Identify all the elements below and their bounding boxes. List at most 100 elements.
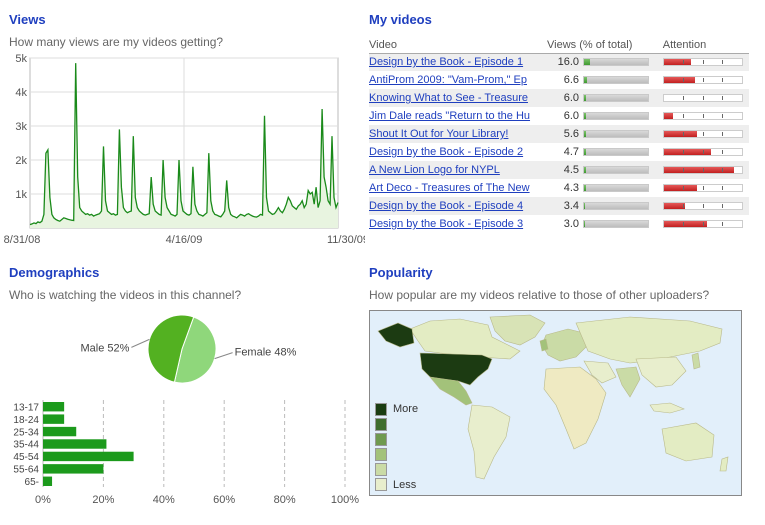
video-title-link[interactable]: AntiProm 2009: "Vam-Prom," Ep <box>369 74 527 86</box>
video-views-value: 4.7 <box>563 146 579 158</box>
age-bar[interactable] <box>43 451 134 462</box>
video-views-value: 6.0 <box>563 110 579 122</box>
views-y-tick-label: 5k <box>15 53 27 65</box>
age-bar[interactable] <box>43 439 107 449</box>
video-title-cell: Shout It Out for Your Library! <box>369 125 547 143</box>
views-share-fill <box>584 131 587 137</box>
age-x-tick-label: 80% <box>274 494 296 506</box>
attention-tick <box>702 168 704 172</box>
views-share-bar <box>583 220 649 228</box>
world-map[interactable]: More Less <box>369 310 742 496</box>
views-area <box>30 63 338 228</box>
video-title-link[interactable]: Art Deco - Treasures of The New <box>369 182 530 194</box>
age-bar[interactable] <box>43 414 65 424</box>
views-subtitle: How many views are my videos getting? <box>9 35 224 49</box>
column-header-views: Views (% of total) <box>547 38 663 54</box>
video-title-cell: Design by the Book - Episode 4 <box>369 197 547 215</box>
video-title-cell: Jim Dale reads "Return to the Hu <box>369 107 547 125</box>
video-views-value: 4.5 <box>547 161 583 179</box>
demographics-panel: Demographics Who is watching the videos … <box>9 265 359 302</box>
attention-bar <box>662 58 743 67</box>
popularity-title: Popularity <box>369 265 433 280</box>
attention-fill <box>663 59 692 66</box>
views-y-tick-label: 3k <box>15 121 27 133</box>
attention-bar <box>662 202 743 210</box>
video-row: Shout It Out for Your Library! 5.6 <box>369 125 749 143</box>
video-row: Knowing What to See - Treasure 6.0 <box>369 89 749 107</box>
video-attention-cell <box>662 143 749 161</box>
video-views-value: 3.4 <box>547 197 583 215</box>
video-title-cell: AntiProm 2009: "Vam-Prom," Ep <box>369 71 547 89</box>
views-share-fill <box>584 221 586 227</box>
video-views-value: 6.0 <box>547 89 583 107</box>
age-x-tick-label: 0% <box>35 494 51 506</box>
legend-less-label: Less <box>393 479 417 491</box>
video-title-link[interactable]: A New Lion Logo for NYPL <box>369 164 500 176</box>
attention-tick <box>722 222 724 226</box>
video-title-link[interactable]: Shout It Out for Your Library! <box>369 128 509 140</box>
age-bar[interactable] <box>43 402 65 412</box>
age-category-label: 35-44 <box>13 440 39 451</box>
attention-bar <box>662 76 743 84</box>
popularity-subtitle: How popular are my videos relative to th… <box>369 288 710 302</box>
attention-tick <box>702 222 704 226</box>
legend-swatch <box>375 403 387 416</box>
video-views-bar-cell <box>583 53 663 71</box>
views-share-fill <box>584 167 586 173</box>
video-attention-cell <box>662 107 749 125</box>
attention-bar <box>662 184 743 192</box>
video-title-link[interactable]: Design by the Book - Episode 3 <box>369 218 524 230</box>
attention-tick <box>702 78 704 82</box>
video-views-value: 6.6 <box>563 74 579 86</box>
video-attention-cell <box>662 161 749 179</box>
video-title-cell: Design by the Book - Episode 2 <box>369 143 547 161</box>
video-title-link[interactable]: Jim Dale reads "Return to the Hu <box>369 110 531 122</box>
attention-tick <box>722 132 724 136</box>
pie-slice-male[interactable] <box>147 314 195 383</box>
video-row: Art Deco - Treasures of The New 4.3 <box>369 179 749 197</box>
video-row: A New Lion Logo for NYPL 4.5 <box>369 161 749 179</box>
age-category-label: 55-64 <box>13 465 39 476</box>
video-title-link[interactable]: Design by the Book - Episode 2 <box>369 146 524 158</box>
video-title-link[interactable]: Design by the Book - Episode 4 <box>369 200 524 212</box>
video-attention-cell <box>662 125 749 143</box>
video-views-bar-cell <box>583 89 663 107</box>
attention-fill <box>663 149 711 155</box>
age-category-label: 13-17 <box>13 402 39 413</box>
videos-table: Video Views (% of total) Attention Desig… <box>369 38 749 233</box>
column-header-video: Video <box>369 38 547 54</box>
gender-pie-chart[interactable]: Female 48% Male 52% <box>0 305 365 395</box>
age-bar[interactable] <box>43 464 104 474</box>
legend-swatch <box>375 463 387 476</box>
attention-fill <box>663 113 674 119</box>
world-map-svg <box>377 314 729 480</box>
video-attention-cell <box>662 89 749 107</box>
demographics-subtitle: Who is watching the videos in this chann… <box>9 288 242 302</box>
attention-tick <box>683 150 685 154</box>
age-bar[interactable] <box>43 426 77 437</box>
video-title-cell: A New Lion Logo for NYPL <box>369 161 547 179</box>
popularity-panel: Popularity How popular are my videos rel… <box>369 265 749 302</box>
video-title-cell: Art Deco - Treasures of The New <box>369 179 547 197</box>
attention-tick <box>702 114 704 118</box>
video-title-link[interactable]: Knowing What to See - Treasure <box>369 92 528 104</box>
age-bar[interactable] <box>43 476 53 486</box>
demographics-title: Demographics <box>9 265 100 280</box>
video-attention-cell <box>662 71 749 89</box>
views-share-bar <box>583 76 649 84</box>
video-row: Design by the Book - Episode 2 4.7 <box>369 143 749 161</box>
attention-tick <box>683 60 685 65</box>
pie-label-male: Male 52% <box>80 342 129 354</box>
video-views-bar-cell <box>583 161 663 179</box>
video-title-cell: Design by the Book - Episode 1 <box>369 53 547 71</box>
age-x-tick-label: 100% <box>331 494 359 506</box>
views-share-bar <box>583 202 649 210</box>
video-title-link[interactable]: Design by the Book - Episode 1 <box>369 56 524 69</box>
pie-label-leader <box>214 352 233 360</box>
views-share-fill <box>584 77 587 83</box>
video-attention-cell <box>662 215 749 233</box>
views-line-chart[interactable]: 1k 2k 3k 4k 5k 8/31/08 4/16/09 11/30/09 <box>0 50 365 245</box>
views-share-fill <box>584 59 591 66</box>
video-views-bar-cell <box>583 125 663 143</box>
